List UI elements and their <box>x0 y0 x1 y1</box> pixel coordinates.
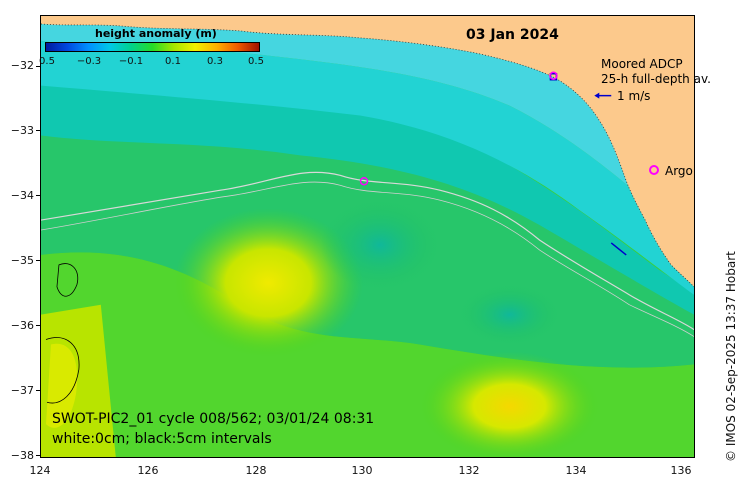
swot-cycle-info: SWOT-PIC2_01 cycle 008/562; 03/01/24 08:… <box>52 411 375 427</box>
y-tick <box>36 195 40 196</box>
colorbar <box>45 42 260 52</box>
slope-band <box>41 70 694 315</box>
x-label-124: 124 <box>29 464 51 477</box>
y-label-33: −33 <box>10 124 34 137</box>
argo-float-marker <box>359 177 369 186</box>
argo-float-marker-2 <box>549 71 558 80</box>
adcp-legend-subtitle: 25-h full-depth av. <box>601 72 711 86</box>
shelf-break-band <box>41 40 694 295</box>
colorbar-label: 0.5 <box>248 56 264 67</box>
y-tick <box>36 325 40 326</box>
cool-eddy-132e <box>459 284 560 345</box>
colorbar-label: −0.3 <box>76 56 102 67</box>
x-label-126: 126 <box>137 464 159 477</box>
warm-eddy-133e <box>419 351 600 457</box>
x-label-128: 128 <box>245 464 267 477</box>
x-label-130: 130 <box>351 464 373 477</box>
colorbar-title: height anomaly (m) <box>95 27 217 40</box>
y-label-32: −32 <box>10 59 34 72</box>
x-label-136: 136 <box>670 464 692 477</box>
y-tick <box>36 260 40 261</box>
colorbar-label: 0.1 <box>165 56 181 67</box>
colorbar-label: 0.3 <box>207 56 223 67</box>
x-label-132: 132 <box>458 464 480 477</box>
y-label-36: −36 <box>10 319 34 332</box>
y-label-37: −37 <box>10 384 34 397</box>
colorbar-label: −0.1 <box>118 56 144 67</box>
warm-eddy-128e <box>173 208 364 358</box>
y-label-34: −34 <box>10 189 34 202</box>
y-tick <box>36 66 40 67</box>
argo-legend-marker <box>649 165 659 175</box>
black-contour-1 <box>56 263 79 297</box>
adcp-legend-title: Moored ADCP <box>601 57 683 71</box>
colorbar-label: 0.5 <box>39 56 55 67</box>
y-label-38: −38 <box>10 449 34 462</box>
swot-swath-core <box>45 343 78 428</box>
map-date-title: 03 Jan 2024 <box>466 27 559 43</box>
isobath-line-2 <box>41 181 694 337</box>
y-label-35: −35 <box>10 254 34 267</box>
australia-land <box>41 16 694 287</box>
imos-credit: © IMOS 02-Sep-2025 13:37 Hobart <box>724 251 738 462</box>
cool-eddy-130e <box>320 200 440 290</box>
black-contour-2 <box>45 337 80 404</box>
legend-arrow-head <box>594 92 600 99</box>
map-plot-area <box>40 15 695 458</box>
y-tick <box>36 130 40 131</box>
y-tick <box>36 390 40 391</box>
argo-legend-label: Argo <box>665 164 693 178</box>
isobath-line <box>41 171 694 331</box>
y-tick <box>36 455 40 456</box>
contour-info: white:0cm; black:5cm intervals <box>52 431 272 447</box>
x-label-134: 134 <box>565 464 587 477</box>
height-anomaly-map <box>41 16 694 457</box>
inner-shelf <box>41 16 694 255</box>
adcp-current-arrow <box>610 242 627 256</box>
arrow-scale-label: 1 m/s <box>617 89 651 103</box>
